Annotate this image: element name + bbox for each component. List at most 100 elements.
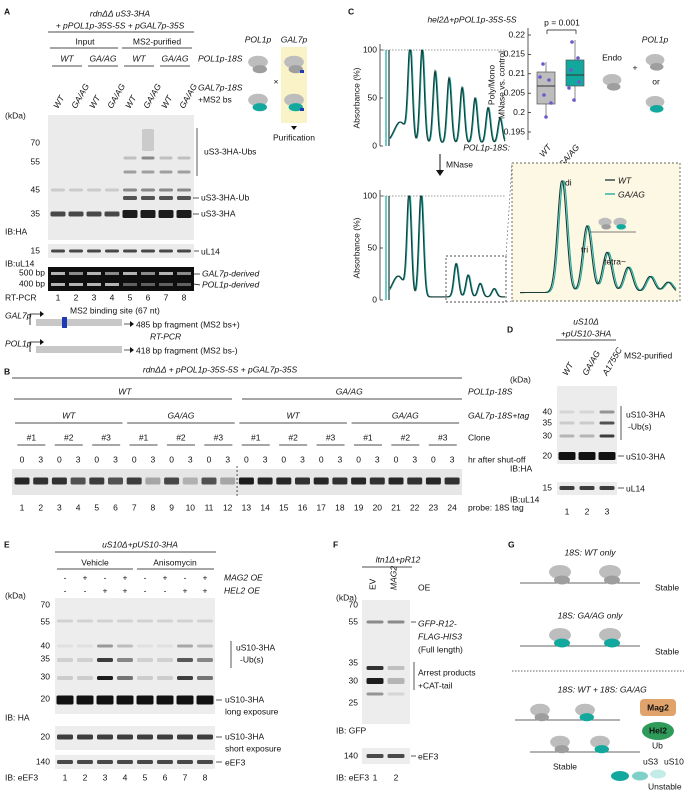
band — [50, 211, 66, 217]
band — [598, 452, 616, 460]
label: + — [183, 585, 188, 595]
band — [197, 658, 213, 662]
gel — [362, 600, 410, 724]
band — [70, 477, 86, 485]
label: + pPOL1p-35S-5S + pGAL7p-35S — [56, 20, 185, 30]
band — [177, 249, 191, 253]
band — [197, 734, 213, 740]
ribosome-large — [645, 96, 665, 108]
label: 25 — [349, 697, 359, 707]
label: 55 — [31, 156, 41, 166]
label: 20 — [543, 450, 553, 460]
band — [197, 760, 213, 764]
mag2-box — [640, 699, 676, 716]
label: 400 bp — [19, 278, 45, 288]
band — [387, 620, 405, 624]
label: uL14 — [626, 483, 645, 493]
label: uS3-3HA-Ubs — [204, 146, 256, 156]
point — [542, 93, 546, 97]
band — [141, 188, 155, 192]
ribosome-large — [590, 735, 610, 749]
label: 35 — [543, 417, 553, 427]
profile-wt — [389, 49, 506, 143]
label: IB:uL14 — [5, 258, 35, 268]
label: #3 — [214, 432, 224, 442]
ribosome-small — [554, 575, 570, 585]
band — [366, 620, 384, 624]
label: - — [144, 585, 147, 595]
band — [57, 760, 73, 764]
label: GAL7p — [5, 310, 32, 320]
label: uS10Δ — [573, 316, 599, 326]
label: -Ub(s) — [240, 654, 264, 664]
band — [159, 170, 173, 174]
label: POL1p — [5, 338, 32, 348]
ribosome-small — [579, 713, 594, 722]
ribosome-small — [601, 224, 611, 230]
label: 70 — [41, 599, 51, 609]
band — [197, 676, 213, 680]
label: 55 — [41, 616, 51, 626]
profile-ga-ag — [389, 49, 506, 143]
label: POL1p-18S: — [463, 142, 510, 152]
label: WT — [537, 142, 554, 159]
label: 40 — [41, 640, 51, 650]
label: 20 — [41, 731, 51, 741]
band — [559, 410, 575, 414]
label: + — [103, 585, 108, 595]
label: WT — [123, 93, 139, 110]
ribosome-small — [554, 745, 569, 754]
label: #3 — [326, 432, 336, 442]
label: uL14 — [201, 246, 220, 256]
gel — [362, 748, 410, 764]
ribosome-small — [252, 103, 267, 112]
label: MS2-purified — [624, 350, 672, 360]
label: Arrest products — [418, 667, 476, 677]
point — [544, 115, 548, 119]
label: 35 — [349, 657, 359, 667]
label: 23 — [429, 502, 439, 512]
band — [276, 477, 292, 485]
label: IB:HA — [510, 463, 533, 473]
band — [157, 619, 173, 623]
label: - — [164, 585, 167, 595]
label: 2 — [394, 772, 399, 782]
label: ltn1Δ+pR12 — [376, 554, 421, 564]
label: 5 — [143, 772, 148, 782]
label: uS10-3HA — [626, 409, 666, 419]
band — [136, 695, 154, 705]
band — [220, 477, 236, 485]
tick-label: 50 — [368, 92, 378, 102]
fragment — [632, 771, 648, 781]
band — [599, 434, 615, 438]
ribosome-small — [534, 713, 549, 722]
band — [123, 272, 137, 275]
label: uS10-3HA — [626, 451, 666, 461]
label: 3 — [57, 502, 62, 512]
point — [570, 40, 574, 44]
band — [177, 734, 193, 740]
label: 3 — [92, 292, 97, 302]
label: 3 — [76, 454, 81, 464]
band — [599, 410, 615, 414]
label: GA/AG — [392, 410, 419, 420]
label: hr after shut-off — [468, 454, 526, 464]
label: Stable — [655, 646, 679, 656]
ribosome-small — [604, 575, 620, 585]
label: 18S: GA/AG only — [558, 610, 623, 620]
band — [313, 477, 329, 485]
band — [57, 644, 73, 648]
ribosome-small — [606, 82, 621, 91]
zoom-box — [445, 255, 507, 303]
band — [69, 283, 83, 286]
band — [77, 760, 93, 764]
band — [137, 676, 153, 680]
label: 4 — [123, 772, 128, 782]
band — [87, 188, 101, 192]
label: 8 — [151, 502, 156, 512]
label: 5 — [94, 502, 99, 512]
band — [87, 272, 101, 275]
band — [177, 676, 193, 680]
label: 5 — [128, 292, 133, 302]
label: uS10Δ+pUS10-3HA — [102, 539, 178, 549]
